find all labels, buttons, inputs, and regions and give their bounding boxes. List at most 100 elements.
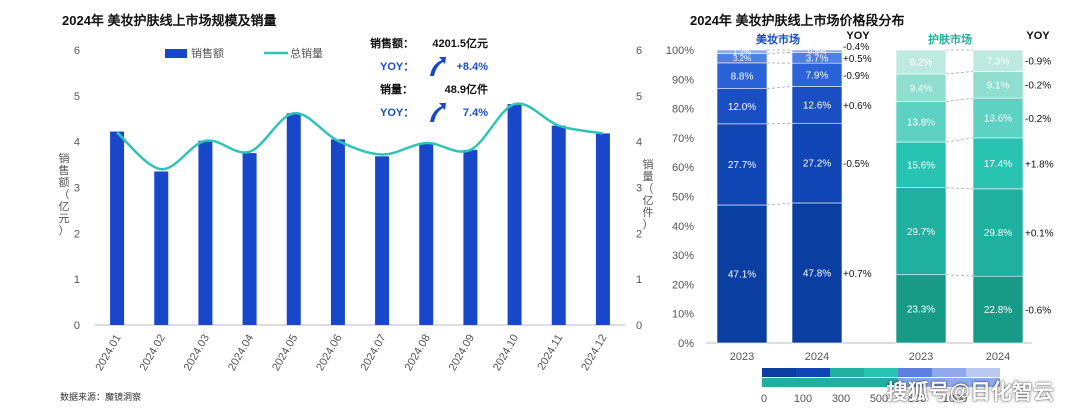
segment-label: 1.2% — [733, 48, 751, 57]
segment-label: 8.2% — [910, 58, 933, 69]
pct-tick-label: 10% — [672, 309, 694, 321]
annotation-sales-label: 销售额： — [370, 36, 414, 50]
pct-tick-label: 80% — [672, 104, 694, 116]
segment-label: 7.9% — [806, 70, 829, 81]
bar-2024.10 — [507, 104, 522, 325]
stack-segment — [895, 187, 947, 276]
legend-scale-swatch — [898, 368, 932, 377]
category-label: 2024 — [986, 351, 1010, 363]
y-tick-label: 0 — [74, 320, 80, 332]
pct-tick-label: 90% — [672, 74, 694, 86]
annotation-volume-label: 销量： — [380, 82, 413, 96]
segment-label: 29.8% — [984, 228, 1012, 239]
yoy-value: +0.7% — [843, 269, 872, 280]
stack-segment — [791, 86, 843, 124]
pct-tick-label: 0% — [678, 338, 694, 350]
bar-2024.02 — [154, 171, 169, 325]
y-tick-label: 2 — [74, 228, 80, 240]
annotation-volume-value: 48.9亿件 — [445, 82, 488, 96]
pct-tick-label: 40% — [672, 221, 694, 233]
legend-scale-label: 300 — [832, 393, 850, 405]
stack-segment — [895, 73, 947, 102]
stack-segment — [791, 122, 843, 204]
stack-segment — [716, 123, 768, 206]
connector-line — [945, 187, 974, 190]
legend-scale-swatch — [932, 368, 966, 377]
stack-segment — [972, 137, 1024, 190]
legend-line-label: 总销量 — [290, 46, 323, 60]
category-label: 2023 — [730, 351, 754, 363]
yoy-header: YOY — [846, 30, 870, 42]
pct-tick-label: 50% — [672, 192, 694, 204]
category-label: 2024 — [805, 351, 829, 363]
legend-scale-label: 100 — [794, 393, 812, 405]
segment-label: 3.7% — [806, 53, 829, 64]
yoy-value: -0.2% — [1025, 114, 1051, 125]
yoy-value: +0.6% — [843, 101, 872, 112]
stack-segment — [791, 202, 843, 344]
segment-label: 27.7% — [728, 160, 756, 171]
bar-2024.07 — [375, 156, 390, 325]
legend-scale-label: 0 — [761, 393, 767, 405]
bar-2024.01 — [110, 131, 125, 325]
bar-2024.11 — [551, 125, 566, 325]
y2-tick-label: 2 — [636, 228, 642, 240]
legend-scale-swatch — [796, 378, 830, 387]
segment-label: 27.2% — [803, 159, 831, 170]
connector-line — [945, 97, 974, 102]
legend-scale-label: 1000 — [943, 393, 967, 405]
segment-label: 0.8% — [808, 47, 826, 56]
segment-label: 22.8% — [984, 305, 1012, 316]
left-chart-title: 2024年 美妆护肤线上市场规模及销量 — [62, 13, 277, 28]
stack-segment — [791, 49, 843, 53]
y-tick-label: 3 — [74, 183, 80, 195]
x-tick-label: 2024.05 — [270, 333, 300, 373]
yoy-value: -0.2% — [1025, 81, 1051, 92]
segment-label: 13.6% — [984, 114, 1012, 125]
yoy-value: -0.4% — [843, 42, 869, 53]
segment-label: 9.1% — [987, 80, 1010, 91]
legend-scale-label: 500 — [870, 393, 888, 405]
y-tick-label: 6 — [74, 45, 80, 57]
y2-tick-label: 0 — [636, 320, 642, 332]
category-label: 2023 — [909, 351, 933, 363]
bar-2024.04 — [242, 153, 257, 325]
legend-scale-swatch — [796, 368, 830, 377]
legend-scale-swatch — [898, 378, 932, 387]
segment-label: 13.8% — [907, 117, 935, 128]
yoy-header: YOY — [1026, 30, 1050, 42]
legend-scale-swatch — [966, 378, 1000, 387]
group-name: 美妆市场 — [756, 32, 800, 46]
legend-scale-swatch — [864, 368, 898, 377]
legend-scale-swatch — [762, 378, 796, 387]
yoy-value: -0.9% — [1025, 57, 1051, 68]
legend-scale-swatch — [966, 368, 1000, 377]
yoy-value: +0.5% — [843, 54, 872, 65]
yoy-value: -0.9% — [843, 71, 869, 82]
stack-segment — [895, 274, 947, 344]
stack-segment — [972, 49, 1024, 72]
stack-segment — [972, 275, 1024, 344]
segment-label: 12.6% — [803, 100, 831, 111]
connector-line — [945, 274, 974, 277]
segment-label: 8.8% — [731, 71, 754, 82]
connector-line — [945, 70, 974, 75]
y-tick-label: 4 — [74, 137, 80, 149]
legend-scale-swatch — [830, 368, 864, 377]
y2-axis-title: 销量（亿件） — [643, 157, 654, 231]
stack-segment — [895, 101, 947, 143]
yoy-value: -0.5% — [843, 159, 869, 170]
connector-line — [766, 202, 793, 206]
connector-line — [766, 51, 793, 54]
legend-scale-swatch — [830, 378, 864, 387]
stack-segment — [716, 88, 768, 125]
pct-tick-label: 60% — [672, 162, 694, 174]
watermark: 搜狐号@日化智云 — [886, 381, 1054, 404]
segment-label: 23.3% — [907, 304, 935, 315]
line-series-total-volume — [116, 102, 604, 171]
x-tick-label: 2024.11 — [535, 333, 565, 373]
bar-2024.08 — [419, 143, 434, 325]
bar-2024.09 — [463, 149, 478, 325]
annotation-volume-yoy-value: 7.4% — [463, 107, 488, 119]
